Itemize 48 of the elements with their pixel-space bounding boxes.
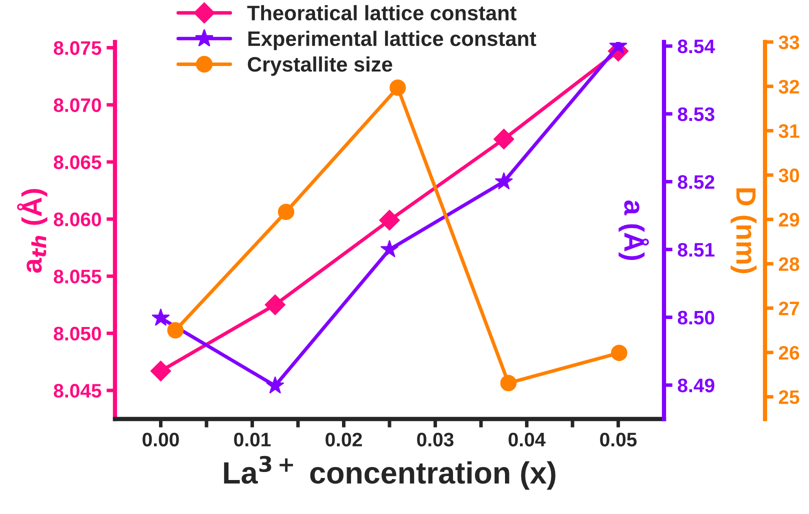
y3-tick-label: 28 xyxy=(778,257,800,271)
x-tick-label: 0.00 xyxy=(142,432,179,446)
y-tick-label: 8.075 xyxy=(54,41,102,55)
point xyxy=(266,376,284,394)
y3-axis-title: D (nm) xyxy=(730,188,757,274)
point xyxy=(150,360,172,382)
point xyxy=(611,344,628,362)
point xyxy=(494,128,514,150)
point xyxy=(167,322,184,338)
y-tick-label: 8.050 xyxy=(54,326,102,341)
point xyxy=(278,204,294,220)
x-tick-label: 0.05 xyxy=(600,432,637,446)
x-tick-label: 0.01 xyxy=(234,432,271,446)
y3-tick-label: 31 xyxy=(778,124,800,138)
y3-tick-label: 33 xyxy=(778,35,800,50)
y3-tick-label: 26 xyxy=(778,346,800,360)
point xyxy=(379,210,400,231)
x-tick-label: 0.02 xyxy=(326,432,362,446)
point xyxy=(380,240,399,258)
y2-tick-label: 8.51 xyxy=(678,242,714,257)
y3-tick-label: 30 xyxy=(778,168,800,182)
y2-tick-label: 8.50 xyxy=(678,310,714,325)
y3-tick-label: 32 xyxy=(778,80,800,94)
y2-tick-label: 8.49 xyxy=(678,378,714,392)
legend-label: Theoratical lattice constant xyxy=(247,5,516,20)
legend-label: Crystallite size xyxy=(248,56,392,76)
x-tick-label: 0.03 xyxy=(417,432,454,447)
y-tick-label: 8.065 xyxy=(54,155,102,170)
y2-tick-label: 8.53 xyxy=(678,107,714,122)
y2-tick-label: 8.54 xyxy=(678,40,715,54)
point xyxy=(152,308,170,326)
legend-label: Experimental lattice constant xyxy=(248,30,536,50)
x-tick-label: 0.04 xyxy=(508,432,546,446)
point xyxy=(264,294,286,316)
y3-tick-label: 25 xyxy=(778,390,800,404)
point xyxy=(390,80,406,96)
point xyxy=(494,172,513,190)
y-tick-label: 8.055 xyxy=(54,270,102,284)
y-tick-label: 8.070 xyxy=(54,98,102,112)
y-axis-title: a$_{th}$ (Å) xyxy=(17,189,48,273)
y2-tick-label: 8.52 xyxy=(678,175,714,189)
y3-tick-label: 29 xyxy=(778,212,800,227)
y2-axis-title: a (Å) xyxy=(618,200,649,260)
y-tick-label: 8.045 xyxy=(54,384,102,398)
y3-tick-label: 27 xyxy=(778,302,799,316)
x-axis-title: La$^{3+}$ concentration (x) xyxy=(224,456,556,490)
point xyxy=(500,374,517,392)
y-tick-label: 8.060 xyxy=(54,212,102,226)
